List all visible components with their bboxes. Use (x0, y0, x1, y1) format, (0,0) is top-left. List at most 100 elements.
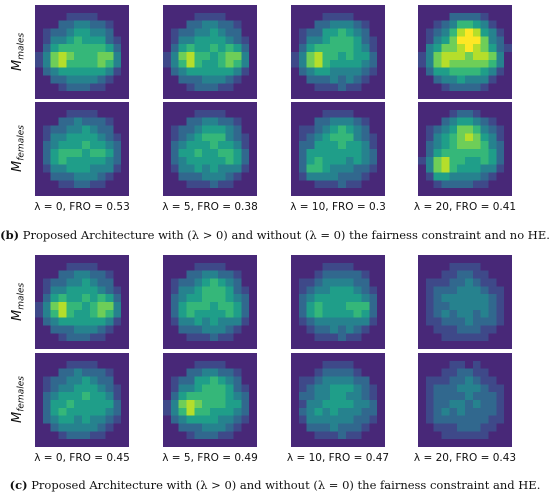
heatmap-cell (202, 172, 211, 181)
heatmap-cell (97, 28, 106, 37)
heatmap-cell (504, 423, 512, 432)
heatmap-cell (113, 180, 122, 189)
heatmap-cell (42, 376, 51, 385)
heatmap-cell (480, 270, 489, 279)
heatmap-cell (441, 325, 450, 334)
heatmap-cell (465, 325, 473, 334)
heatmap-cell (496, 302, 505, 310)
heatmap-cell (361, 384, 370, 393)
heatmap-cell (425, 141, 434, 150)
heatmap-cell (241, 360, 250, 369)
heatmap-cell (113, 360, 122, 369)
heatmap-cell (233, 156, 242, 165)
heatmap-cell (249, 360, 257, 369)
heatmap-cell (210, 172, 218, 181)
heatmap-cell (338, 156, 346, 165)
heatmap-cell (178, 44, 187, 53)
heatmap-cell (89, 188, 98, 196)
heatmap-cell (58, 407, 67, 416)
heatmap-cell (504, 20, 512, 29)
heatmap-cell (377, 188, 385, 196)
heatmap-cell (170, 317, 179, 326)
heatmap-cell (457, 117, 466, 126)
heatmap-cell (233, 117, 242, 126)
heatmap-cell (457, 5, 466, 13)
heatmap-cell (210, 36, 218, 45)
heatmap-cell (225, 407, 234, 416)
heatmap-cell (105, 286, 114, 295)
heatmap-cell (105, 180, 114, 189)
heatmap-cell (89, 309, 98, 318)
heatmap-cell (178, 353, 187, 361)
heatmap-cell (186, 188, 195, 196)
heatmap-cell (298, 149, 307, 157)
heatmap-cell (89, 12, 98, 21)
heatmap-cell (449, 12, 458, 21)
heatmap-cell (338, 5, 346, 13)
heatmap-cell (225, 83, 234, 92)
heatmap-cell (465, 309, 473, 318)
heatmap-cell (74, 341, 83, 349)
heatmap-cell (504, 439, 512, 447)
heatmap-cell (488, 36, 497, 45)
heatmap-cell (50, 392, 59, 401)
heatmap-cell (42, 91, 51, 99)
heatmap-cell (345, 164, 354, 173)
heatmap-cell (504, 75, 512, 84)
heatmap-cell (163, 91, 171, 99)
heatmap-cell (306, 423, 315, 432)
heatmap-cell (322, 149, 331, 157)
heatmap-cell (338, 172, 346, 181)
heatmap-cell (488, 91, 497, 99)
heatmap-cell (504, 149, 512, 157)
heatmap-cell (291, 353, 299, 361)
heatmap-cell (322, 164, 331, 173)
heatmap-cell (488, 368, 497, 377)
heatmap-cell (241, 294, 250, 303)
heatmap-cell (74, 309, 83, 318)
heatmap-cell (441, 188, 450, 196)
heatmap-cell (433, 325, 442, 334)
heatmap-cell (338, 28, 346, 37)
heatmap-cell (121, 125, 129, 134)
heatmap-cell (433, 294, 442, 303)
heatmap-cell (345, 360, 354, 369)
heatmap-cell (433, 125, 442, 134)
heatmap-cell (314, 91, 323, 99)
heatmap-cell (97, 392, 106, 401)
heatmap-cell (178, 83, 187, 92)
heatmap-cell (170, 325, 179, 334)
heatmap-cell (66, 117, 75, 126)
heatmap-cell (66, 125, 75, 134)
heatmap-cell (504, 294, 512, 303)
heatmap-cell (82, 109, 90, 118)
heatmap-cell (338, 141, 346, 150)
row-label-females: Mfemales (10, 125, 27, 173)
heatmap-cell (441, 149, 450, 157)
heatmap-cell (465, 270, 473, 279)
heatmap-cell (66, 439, 75, 447)
heatmap-cell (35, 368, 43, 377)
heatmap-cell (58, 278, 67, 287)
heatmap-cell (202, 360, 211, 369)
heatmap-cell (89, 164, 98, 173)
heatmap-cell (330, 360, 339, 369)
heatmap-cell (170, 59, 179, 68)
heatmap-cell (338, 309, 346, 318)
heatmap-cell (314, 302, 323, 310)
heatmap-cell (225, 156, 234, 165)
heatmap-cell (202, 439, 211, 447)
heatmap-cell (170, 102, 179, 110)
heatmap-cell (178, 278, 187, 287)
heatmap-cell (291, 102, 299, 110)
heatmap-cell (433, 392, 442, 401)
heatmap-cell (480, 133, 489, 142)
heatmap-cell (433, 270, 442, 279)
heatmap-cell (121, 59, 129, 68)
heatmap-cell (361, 149, 370, 157)
heatmap-cell (306, 309, 315, 318)
heatmap-cell (330, 59, 339, 68)
heatmap-cell (306, 384, 315, 393)
col-label-c-3: λ = 20, FRO = 0.43 (413, 452, 517, 464)
heatmap-cell (338, 407, 346, 416)
